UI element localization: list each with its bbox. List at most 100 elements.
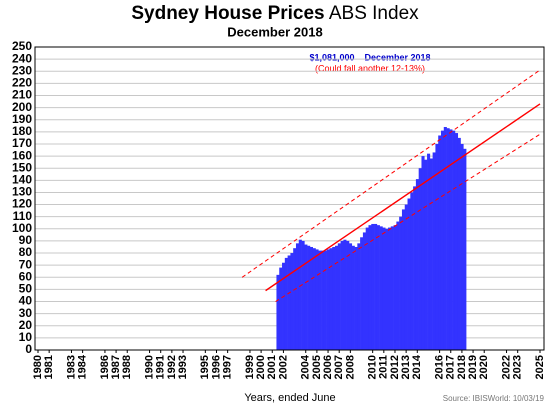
y-tick-label: 60 (19, 269, 33, 283)
x-tick-label: 2012 (389, 355, 401, 379)
bar (457, 137, 461, 350)
y-tick-label: 150 (12, 160, 32, 174)
bar (371, 223, 375, 350)
x-tick-label: 1984 (77, 354, 89, 379)
x-tick-label: 2004 (300, 354, 312, 379)
x-tick-label: 2001 (266, 355, 278, 379)
x-tick-label: 1981 (43, 355, 55, 379)
bar (284, 257, 288, 350)
bar (354, 246, 358, 350)
bar (432, 152, 436, 350)
bar (301, 240, 305, 350)
bar (337, 243, 341, 350)
x-tick-label: 2011 (378, 355, 390, 379)
plot-frame (34, 46, 545, 351)
x-tick-label: 2005 (311, 355, 323, 379)
y-tick-label: 240 (12, 51, 32, 65)
source: Source: IBISWorld: 10/03/19 (443, 394, 545, 403)
bar (440, 130, 445, 350)
bar (346, 240, 350, 350)
y-tick-label: 210 (12, 88, 32, 102)
y-tick-label: 0 (25, 342, 32, 356)
x-tick-label: 2022 (500, 355, 512, 379)
bar (401, 209, 406, 350)
x-tick-label: 1995 (199, 355, 211, 379)
bar (388, 227, 392, 350)
annotation: (Could fall another 12-13%) (315, 63, 425, 73)
bar (287, 255, 291, 350)
x-tick-label: 1990 (143, 355, 155, 379)
y-tick-label: 30 (19, 306, 33, 320)
bar (282, 262, 286, 350)
trend-line (241, 69, 541, 278)
y-tick-label: 170 (12, 136, 32, 150)
x-axis-label: Years, ended June (244, 392, 335, 404)
bar (379, 226, 383, 350)
subtitle: December 2018 (227, 24, 322, 39)
bar (312, 248, 316, 350)
bar (295, 243, 300, 350)
bar (309, 246, 314, 350)
y-tick-label: 230 (12, 63, 32, 77)
y-tick-label: 10 (19, 330, 33, 344)
bar (449, 129, 453, 350)
x-tick-label: 1999 (244, 355, 256, 379)
x-tick-label: 1996 (210, 355, 222, 379)
bar (290, 253, 294, 350)
y-tick-label: 90 (19, 233, 33, 247)
bar (357, 243, 361, 350)
bar (438, 135, 442, 350)
x-tick-label: 2013 (400, 355, 412, 379)
x-tick-label: 2002 (277, 355, 289, 379)
x-tick-label: 1992 (166, 355, 178, 379)
bar (424, 159, 428, 350)
bar (279, 267, 283, 350)
bar (321, 250, 325, 350)
x-tick-label: 2006 (322, 355, 334, 379)
bar (323, 250, 327, 350)
bar (343, 239, 347, 350)
bar (452, 130, 456, 350)
bar (365, 227, 369, 350)
bar (335, 245, 339, 350)
x-tick-label: 1983 (65, 355, 77, 379)
x-tick-label: 2019 (467, 355, 479, 379)
y-tick-label: 110 (13, 209, 33, 223)
y-tick-label: 190 (12, 112, 32, 126)
bar (407, 198, 411, 350)
bar (326, 249, 330, 350)
bar (435, 143, 439, 350)
bar (348, 243, 353, 350)
bar (298, 239, 302, 350)
y-tick-label: 130 (12, 185, 32, 199)
bar (454, 133, 459, 350)
bar (276, 274, 280, 350)
bar (418, 168, 422, 350)
x-tick-label: 2007 (333, 355, 345, 379)
x-tick-label: 2016 (434, 355, 446, 379)
x-tick-label: 2020 (478, 355, 490, 379)
bar (421, 156, 425, 350)
bar (332, 246, 336, 350)
x-tick-label: 2000 (255, 355, 267, 379)
x-tick-label: 1991 (155, 355, 167, 379)
y-tick-label: 250 (12, 39, 32, 53)
y-tick-label: 70 (19, 257, 33, 271)
y-tick-label: 160 (12, 148, 32, 162)
y-tick-label: 20 (19, 318, 33, 332)
x-tick-label: 2008 (344, 355, 356, 379)
x-tick-label: 2023 (512, 355, 524, 379)
title-main: Sydney House Prices (131, 3, 324, 24)
bar (318, 250, 322, 350)
bar (374, 223, 378, 350)
y-tick-label: 140 (12, 172, 32, 186)
x-tick-label: 1987 (110, 355, 122, 379)
bar (393, 225, 397, 350)
y-tick-label: 50 (19, 282, 33, 296)
y-tick-label: 200 (12, 100, 32, 114)
x-tick-label: 1988 (121, 355, 133, 379)
bar (360, 237, 364, 350)
x-tick-label: 1997 (222, 355, 234, 379)
bar (404, 204, 408, 350)
